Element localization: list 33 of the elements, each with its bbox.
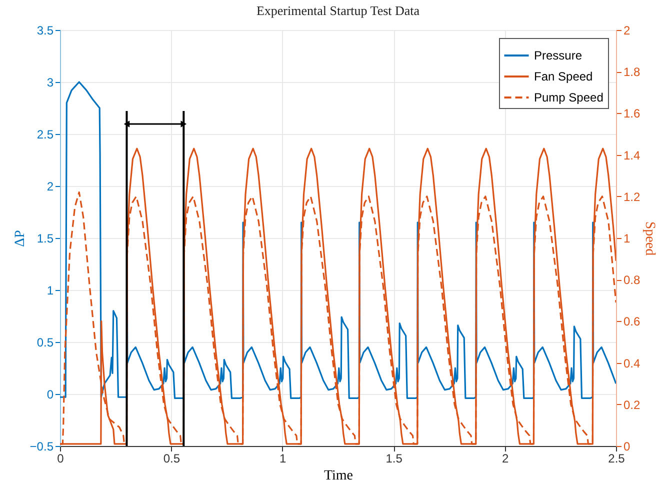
y2-tick-label: 1.6 <box>624 106 641 121</box>
y-tick-label: 2 <box>46 180 54 194</box>
y2-tick-label: 1 <box>624 232 630 246</box>
y2-tick-label: 1.4 <box>624 148 641 162</box>
y2-tick-label: 0.8 <box>624 273 641 288</box>
legend-label: Pressure <box>534 48 582 62</box>
y-tick-label: 3 <box>46 76 54 90</box>
y-tick-label: −0.5 <box>30 440 54 454</box>
y-tick-label: 1.5 <box>36 232 54 246</box>
y-axis-title: ΔP <box>12 230 28 247</box>
x-tick-label: 0 <box>57 452 64 466</box>
y2-axis-title: Speed <box>642 221 658 256</box>
x-tick-label: 1 <box>280 452 287 466</box>
x-axis-title: Time <box>324 468 354 484</box>
y2-tick-label: 1.2 <box>624 190 641 204</box>
y2-tick-label: 0.2 <box>624 398 641 412</box>
x-tick-label: 2.5 <box>608 452 626 466</box>
y2-tick-label: 1.8 <box>624 65 641 80</box>
legend-label: Pump Speed <box>534 90 604 104</box>
y-tick-label: 1 <box>46 284 54 298</box>
y2-tick-label: 0.4 <box>624 356 641 370</box>
y2-tick-label: 0.6 <box>624 314 641 329</box>
y-tick-label: 0.5 <box>36 336 54 350</box>
x-tick-label: 0.5 <box>163 452 180 466</box>
y2-tick-label: 2 <box>624 24 630 38</box>
y-tick-label: 2.5 <box>36 128 54 142</box>
chart-title: Experimental Startup Test Data <box>256 3 420 18</box>
y2-tick-label: 0 <box>624 440 630 454</box>
legend-label: Fan Speed <box>534 70 593 84</box>
y-tick-label: 3.5 <box>36 24 54 38</box>
y-tick-label: 0 <box>46 388 54 402</box>
x-tick-label: 1.5 <box>386 452 403 466</box>
x-tick-label: 2 <box>502 452 509 466</box>
